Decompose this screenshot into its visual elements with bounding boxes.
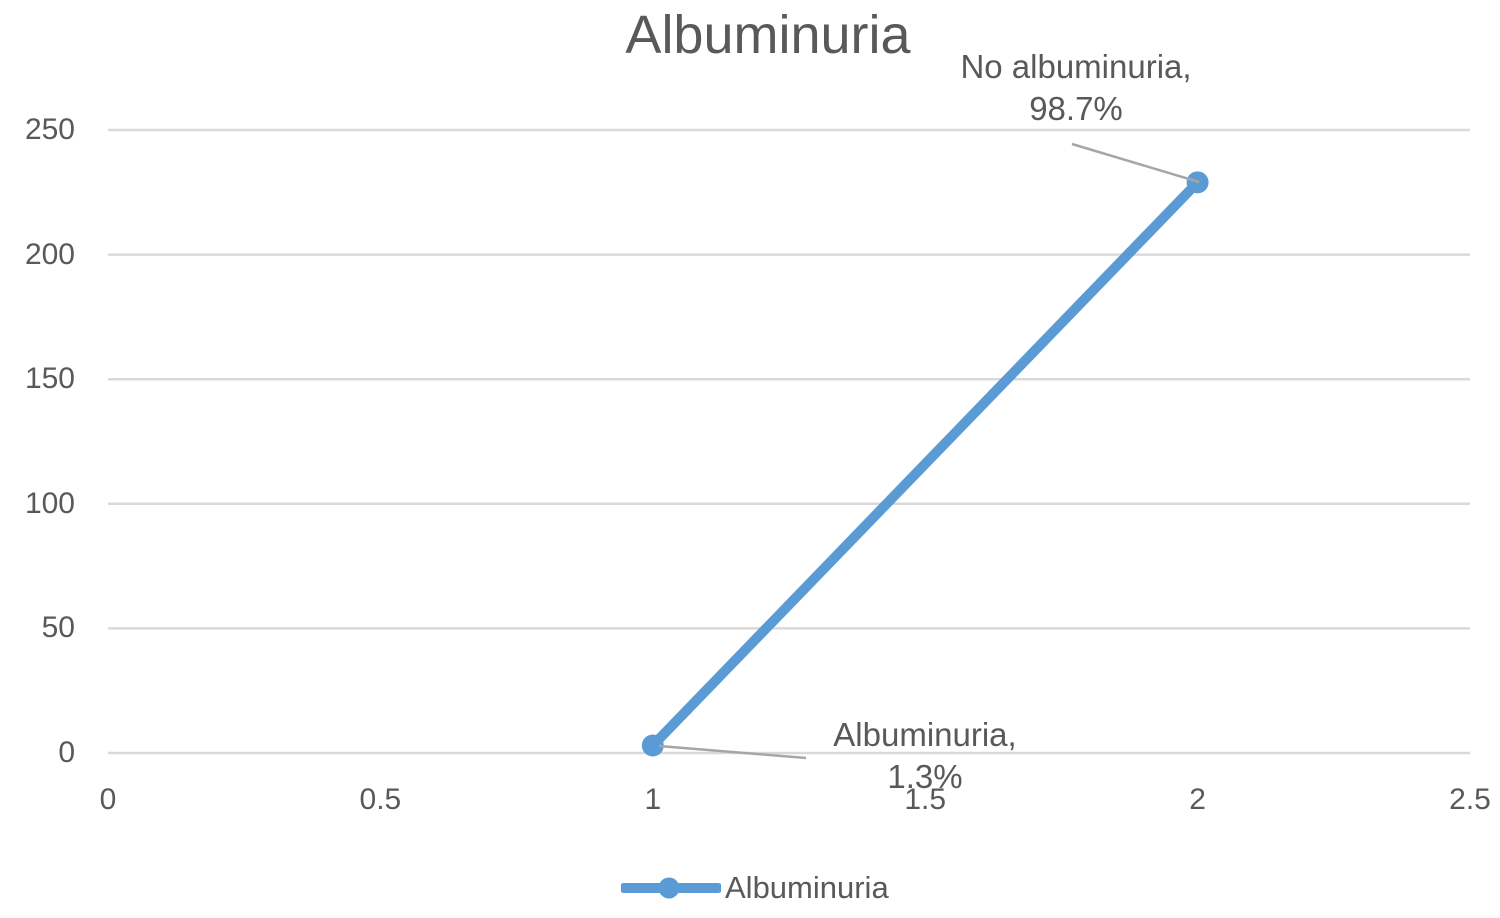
data-label-line: 98.7% <box>1029 90 1123 127</box>
y-axis-tick-label: 250 <box>24 113 75 146</box>
x-axis-tick-label: 1 <box>644 783 662 816</box>
series-line <box>647 177 1203 751</box>
x-axis-tick-label: 2.5 <box>1449 783 1491 816</box>
data-label-line: 1.3% <box>887 758 963 795</box>
data-label-line: Albuminuria, <box>833 716 1017 753</box>
x-axis-tick-label: 2 <box>1189 783 1206 816</box>
y-axis-tick-label: 150 <box>24 362 75 396</box>
data-point-marker <box>641 734 664 757</box>
y-axis-tick-label: 100 <box>24 486 75 520</box>
chart-title: Albuminuria <box>625 5 911 65</box>
legend: Albuminuria <box>621 868 889 908</box>
x-axis-tick-label: 0.5 <box>359 783 402 816</box>
data-label-albuminuria: Albuminuria, 1.3% <box>775 714 1075 798</box>
x-axis-tick-label: 0 <box>99 783 117 816</box>
y-axis-tick-label: 50 <box>41 611 75 645</box>
y-axis-tick-label: 0 <box>58 736 75 769</box>
label-leader-line <box>1071 142 1200 184</box>
legend-line-marker-icon <box>621 877 721 899</box>
label-leader-line <box>658 744 807 760</box>
x-axis-tick-label: 1.5 <box>904 783 947 816</box>
data-label-no-albuminuria: No albuminuria, 98.7% <box>926 46 1226 130</box>
data-label-line: No albuminuria, <box>960 48 1192 85</box>
y-axis-tick-label: 200 <box>24 237 75 271</box>
legend-label: Albuminuria <box>725 870 889 905</box>
